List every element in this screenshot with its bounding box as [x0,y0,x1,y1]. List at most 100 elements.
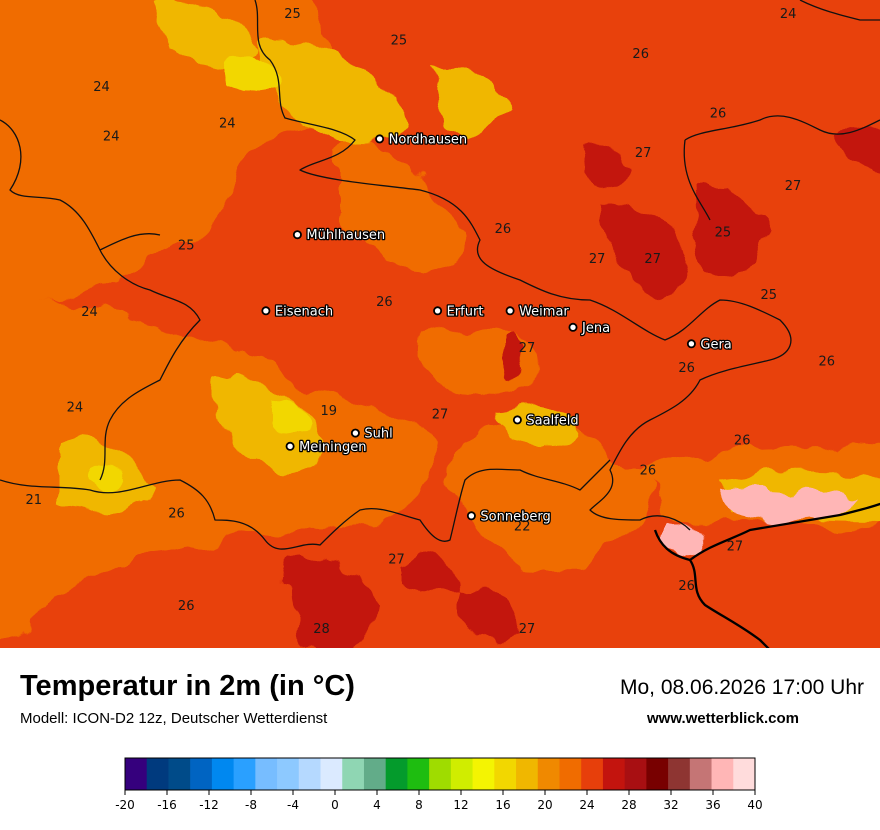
zone-dark-red [283,126,880,648]
city-label: Eisenach [275,304,333,319]
legend-swatch [559,758,582,790]
legend-swatch [125,758,148,790]
temperature-value: 24 [219,116,236,131]
temperature-value: 28 [313,622,330,637]
temperature-value: 22 [514,520,531,535]
state-borders [0,0,880,550]
temperature-value: 25 [275,305,292,320]
temperature-value: 27 [644,252,661,267]
city-label: Nordhausen [389,132,468,147]
temperature-value: 26 [376,295,393,310]
legend-tick-label: 20 [537,798,552,812]
temperature-value: 25 [284,7,301,22]
temperature-value: 25 [715,225,732,240]
temperature-value: 27 [519,622,536,637]
city-dot [512,415,522,425]
temperature-value: 26 [168,506,185,521]
temperature-value: 27 [388,553,405,568]
forecast-datetime: Mo, 08.06.2026 17:00 Uhr [619,676,864,699]
city-label: Meiningen [299,440,366,455]
legend-swatch [385,758,408,790]
temperature-value: 25 [178,239,195,254]
city-dot [292,230,302,240]
legend-swatch [472,758,495,790]
city-dot [350,428,360,438]
legend-tick-label: 24 [579,798,594,812]
city-label: Erfurt [447,304,484,319]
city-dot [568,322,578,332]
city-label: Gera [700,337,731,352]
map-title: Temperatur in 2m (in °C) [20,670,355,702]
temperature-value: 25 [761,288,778,303]
legend-swatch [168,758,191,790]
temperature-value: 26 [678,361,695,376]
legend-swatch [342,758,365,790]
legend-swatch [494,758,517,790]
legend-tick-label: 32 [663,798,678,812]
legend-tick-label: 40 [747,798,762,812]
legend-swatch [711,758,734,790]
legend-frame [124,757,756,791]
city-label: Suhl [364,427,392,442]
legend-swatch [624,758,647,790]
temperature-value: 26 [710,106,727,121]
legend-swatch [733,758,756,790]
legend-tick-label: 16 [495,798,510,812]
temperature-value: 26 [734,434,751,449]
legend-swatch [450,758,473,790]
temperature-value: 27 [785,179,802,194]
temperature-value: 25 [391,34,408,49]
legend-swatch [233,758,256,790]
city-label: Weimar [519,304,569,319]
temperature-value: 24 [81,305,98,320]
legend-swatch [277,758,300,790]
city-label: Mühlhausen [306,228,385,243]
city-dot [466,511,476,521]
temperature-value: 26 [178,599,195,614]
model-source: Modell: ICON-D2 12z, Deutscher Wetterdie… [20,710,328,727]
city-dot [686,339,696,349]
national-border [653,502,880,648]
legend-swatch [668,758,691,790]
temperature-value: 27 [589,252,606,267]
legend-tick-label: 28 [621,798,636,812]
temperature-values: 25 25 26 24 24 24 24 26 27 27 26 25 25 27 27 25 25 26 24 27… [26,7,836,637]
legend-swatches [125,758,756,790]
city-markers: Nordhausen Mühlhausen Eisenach Erfurt Weimar… [261,131,733,526]
temperature-value: 27 [635,146,652,161]
city-label: Sonneberg [480,509,550,524]
legend-swatch [211,758,235,790]
temperature-value: 27 [727,540,744,555]
city-label: Jena [581,321,610,336]
legend-swatch [407,758,430,790]
temperature-value: 26 [678,579,695,594]
legend-swatch [429,758,452,790]
temperature-value: 27 [519,341,536,356]
zone-pink [660,488,860,556]
legend-swatch [537,758,560,790]
temperature-value: 24 [780,7,797,22]
legend-tick-label: -16 [157,798,177,812]
temperature-value: 24 [67,401,84,416]
temperature-value: 26 [819,354,836,369]
legend-tick-label: -4 [287,798,299,812]
city-dot [433,306,443,316]
temperature-value: 19 [321,404,338,419]
legend-swatch [298,758,321,790]
legend-swatch [190,758,213,790]
legend-swatch [320,758,343,790]
zone-yellow [95,56,310,492]
city-dot [261,306,271,316]
temperature-value: 26 [632,47,649,62]
legend-swatch [363,758,387,790]
legend-swatch [689,758,712,790]
temperature-value: 27 [432,407,449,422]
city-dot [375,134,385,144]
city-dot [285,441,295,451]
website-link[interactable]: www.wetterblick.com [647,710,799,727]
legend-tick-label: 8 [415,798,423,812]
legend-swatch [255,758,278,790]
legend-tick-label: -12 [199,798,219,812]
city-label: Saalfeld [526,413,578,428]
city-dot [505,306,515,316]
